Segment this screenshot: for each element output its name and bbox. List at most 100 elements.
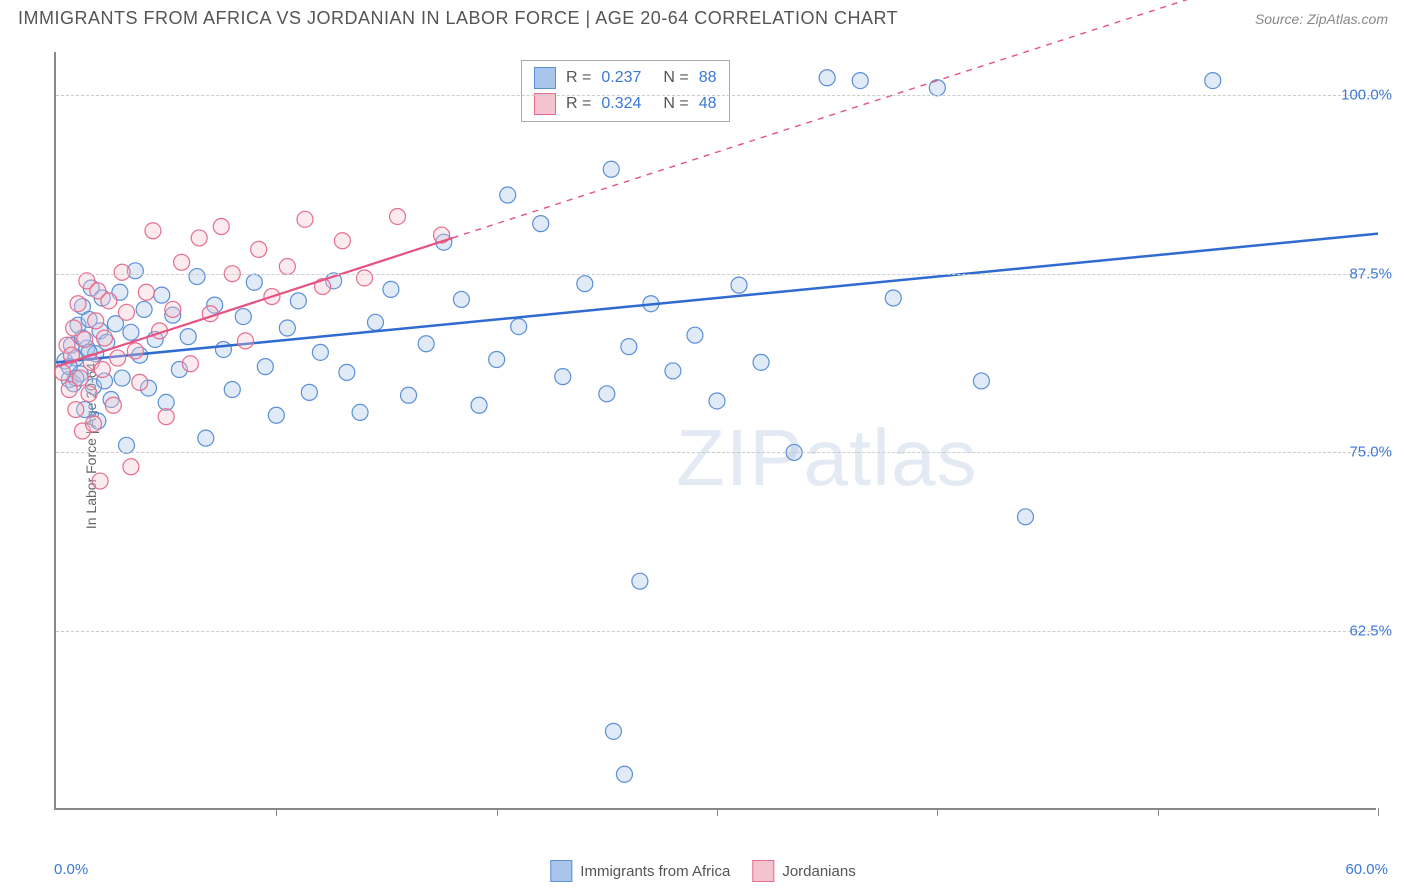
data-point-africa bbox=[605, 723, 621, 739]
data-point-africa bbox=[119, 437, 135, 453]
gridline bbox=[56, 95, 1376, 96]
data-point-africa bbox=[852, 73, 868, 89]
data-point-jordanian bbox=[105, 397, 121, 413]
n-value: 88 bbox=[699, 69, 717, 87]
data-point-jordanian bbox=[92, 473, 108, 489]
data-point-africa bbox=[235, 309, 251, 325]
y-tick-label: 100.0% bbox=[1341, 86, 1392, 103]
data-point-jordanian bbox=[123, 459, 139, 475]
y-tick-label: 87.5% bbox=[1349, 265, 1392, 282]
data-point-africa bbox=[158, 394, 174, 410]
data-point-jordanian bbox=[145, 223, 161, 239]
data-point-jordanian bbox=[191, 230, 207, 246]
data-point-africa bbox=[401, 387, 417, 403]
data-point-africa bbox=[418, 336, 434, 352]
source-name: ZipAtlas.com bbox=[1307, 11, 1388, 27]
legend-swatch bbox=[550, 860, 572, 882]
data-point-africa bbox=[136, 301, 152, 317]
data-point-jordanian bbox=[356, 270, 372, 286]
data-point-africa bbox=[246, 274, 262, 290]
x-tick bbox=[717, 808, 718, 816]
data-point-africa bbox=[453, 291, 469, 307]
r-legend-row-africa: R = 0.237 N = 88 bbox=[534, 65, 717, 91]
data-point-jordanian bbox=[119, 304, 135, 320]
data-point-africa bbox=[215, 341, 231, 357]
data-point-jordanian bbox=[279, 259, 295, 275]
gridline bbox=[56, 452, 1376, 453]
plot-svg bbox=[56, 52, 1376, 808]
data-point-africa bbox=[224, 382, 240, 398]
x-tick bbox=[1158, 808, 1159, 816]
data-point-africa bbox=[290, 293, 306, 309]
data-point-africa bbox=[819, 70, 835, 86]
gridline bbox=[56, 274, 1376, 275]
chart-title: IMMIGRANTS FROM AFRICA VS JORDANIAN IN L… bbox=[18, 8, 898, 29]
data-point-africa bbox=[312, 344, 328, 360]
data-point-africa bbox=[885, 290, 901, 306]
x-tick bbox=[937, 808, 938, 816]
chart-source: Source: ZipAtlas.com bbox=[1255, 11, 1388, 27]
data-point-africa bbox=[471, 397, 487, 413]
data-point-jordanian bbox=[158, 409, 174, 425]
r-value: 0.324 bbox=[601, 95, 641, 113]
n-value: 48 bbox=[699, 95, 717, 113]
swatch-africa bbox=[534, 67, 556, 89]
swatch-jordanian bbox=[534, 93, 556, 115]
data-point-jordanian bbox=[88, 313, 104, 329]
chart-header: IMMIGRANTS FROM AFRICA VS JORDANIAN IN L… bbox=[0, 0, 1406, 35]
data-point-africa bbox=[753, 354, 769, 370]
gridline bbox=[56, 631, 1376, 632]
data-point-jordanian bbox=[127, 343, 143, 359]
data-point-jordanian bbox=[334, 233, 350, 249]
data-point-jordanian bbox=[101, 293, 117, 309]
series-legend: Immigrants from Africa Jordanians bbox=[550, 860, 855, 882]
data-point-jordanian bbox=[114, 264, 130, 280]
y-tick-label: 62.5% bbox=[1349, 623, 1392, 640]
data-point-jordanian bbox=[251, 241, 267, 257]
data-point-africa bbox=[500, 187, 516, 203]
data-point-jordanian bbox=[96, 330, 112, 346]
data-point-africa bbox=[301, 384, 317, 400]
data-point-jordanian bbox=[213, 218, 229, 234]
legend-item: Jordanians bbox=[752, 860, 855, 882]
data-point-jordanian bbox=[77, 331, 93, 347]
data-point-africa bbox=[257, 359, 273, 375]
data-point-africa bbox=[511, 319, 527, 335]
data-point-africa bbox=[555, 369, 571, 385]
data-point-africa bbox=[114, 370, 130, 386]
data-point-africa bbox=[616, 766, 632, 782]
data-point-africa bbox=[383, 281, 399, 297]
x-axis-min-label: 0.0% bbox=[54, 861, 88, 878]
data-point-africa bbox=[599, 386, 615, 402]
data-point-africa bbox=[489, 351, 505, 367]
x-tick bbox=[276, 808, 277, 816]
data-point-africa bbox=[268, 407, 284, 423]
data-point-jordanian bbox=[182, 356, 198, 372]
data-point-jordanian bbox=[94, 362, 110, 378]
data-point-africa bbox=[929, 80, 945, 96]
r-label: R = bbox=[566, 69, 591, 87]
x-tick bbox=[1378, 808, 1379, 816]
legend-swatch bbox=[752, 860, 774, 882]
r-value: 0.237 bbox=[601, 69, 641, 87]
legend-label: Immigrants from Africa bbox=[580, 863, 730, 880]
data-point-africa bbox=[621, 339, 637, 355]
legend-item: Immigrants from Africa bbox=[550, 860, 730, 882]
data-point-africa bbox=[180, 329, 196, 345]
data-point-africa bbox=[352, 404, 368, 420]
data-point-jordanian bbox=[174, 254, 190, 270]
data-point-africa bbox=[154, 287, 170, 303]
data-point-africa bbox=[632, 573, 648, 589]
x-axis-max-label: 60.0% bbox=[1345, 861, 1388, 878]
x-tick bbox=[497, 808, 498, 816]
data-point-jordanian bbox=[132, 374, 148, 390]
y-tick-label: 75.0% bbox=[1349, 444, 1392, 461]
data-point-africa bbox=[665, 363, 681, 379]
n-label: N = bbox=[663, 69, 688, 87]
data-point-jordanian bbox=[138, 284, 154, 300]
correlation-legend: R = 0.237N = 88R = 0.324N = 48 bbox=[521, 60, 730, 122]
data-point-jordanian bbox=[70, 296, 86, 312]
data-point-africa bbox=[709, 393, 725, 409]
data-point-africa bbox=[279, 320, 295, 336]
r-label: R = bbox=[566, 95, 591, 113]
